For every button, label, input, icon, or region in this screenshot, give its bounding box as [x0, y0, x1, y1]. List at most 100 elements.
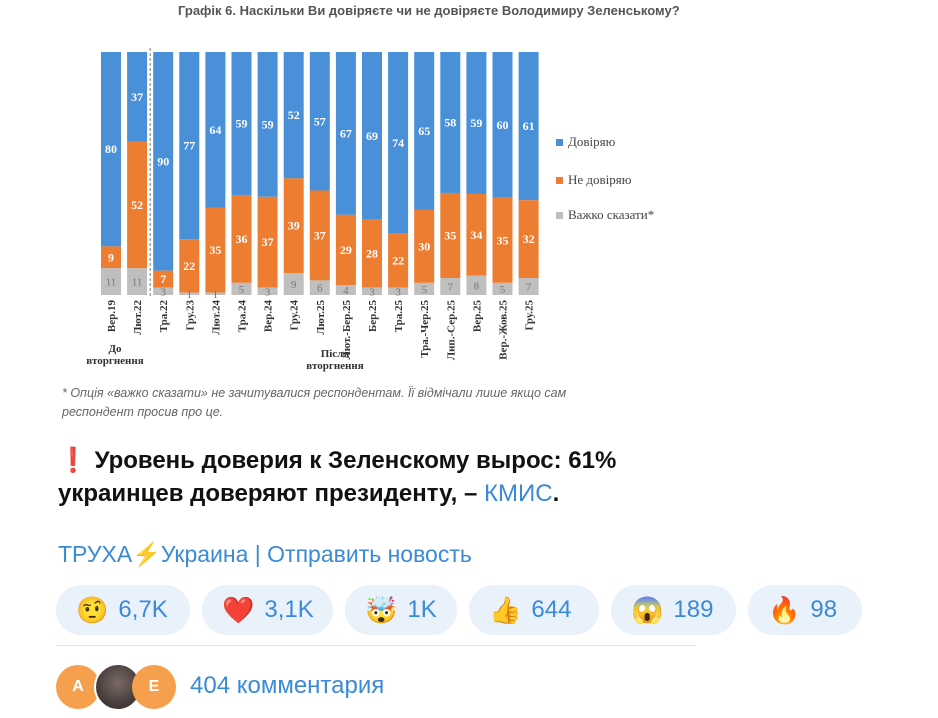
bar-segment [335, 285, 356, 295]
data-label: 3 [369, 286, 375, 298]
bar-segment [153, 270, 174, 288]
data-label: 59 [470, 116, 482, 130]
commenter-avatars[interactable]: А Е [56, 663, 176, 711]
lightning-icon: ⚡ [132, 541, 161, 567]
data-label: 61 [523, 119, 535, 133]
bar-segment [153, 287, 174, 295]
category-label: Лют.25 [315, 300, 327, 335]
chart-footnote: * Опція «важко сказати» не зачитувалися … [62, 384, 692, 422]
bar-segment [231, 52, 252, 196]
data-label: 80 [105, 142, 117, 156]
period: . [552, 480, 560, 507]
mind-blown-icon: 🤯 [365, 594, 398, 625]
reaction-heart[interactable]: ❤️ 3,1K [202, 585, 333, 635]
data-label: 7 [448, 281, 454, 293]
thumbs-up-icon: 👍 [489, 594, 522, 625]
data-label: 37 [262, 235, 274, 249]
legend-trust: Довіряю [556, 134, 615, 150]
reaction-count: 6,7K [118, 596, 168, 623]
bar-segment [127, 52, 148, 142]
source-link[interactable]: КМИС [484, 480, 553, 507]
bar-segment [518, 200, 539, 278]
data-label: 77 [183, 139, 195, 153]
bar-segment [205, 207, 226, 293]
category-label: Бер.25 [367, 300, 379, 333]
data-label: 4 [343, 285, 349, 297]
reaction-count: 189 [673, 596, 714, 623]
bar-segment [179, 52, 200, 240]
bar-segment [492, 52, 513, 198]
reaction-thumbs-up[interactable]: 👍 644 [469, 585, 599, 635]
chart-image[interactable]: Графік 6. Наскільки Ви довіряєте чи не д… [58, 0, 698, 428]
category-label: Вер.24 [263, 300, 275, 333]
footnote-line: * Опція «важко сказати» не зачитувалися … [62, 386, 567, 400]
category-label: Тра.25 [393, 300, 405, 333]
comments-link[interactable]: 404 комментария [190, 672, 385, 699]
send-news-link[interactable]: Отправить новость [267, 541, 472, 567]
bar-segment [179, 292, 200, 295]
reaction-count: 644 [531, 596, 572, 623]
data-label: 5 [239, 284, 245, 296]
bar-segment [362, 287, 382, 295]
category-label: Вер.19 [106, 300, 118, 333]
bar-segment [388, 52, 409, 234]
bar-segment [518, 277, 539, 295]
bar-segment [414, 282, 435, 295]
bar-segment [414, 209, 435, 283]
data-label: 36 [236, 232, 248, 246]
category-label: Вер.-Жов.25 [498, 300, 510, 360]
category-label: Лют.22 [132, 300, 144, 335]
category-label: Лют.-Бер.25 [341, 300, 353, 360]
group-label: вторгнення [306, 360, 363, 372]
group-label: Після [321, 348, 350, 360]
channel-link[interactable]: ТРУХА [58, 541, 133, 567]
category-label: Гру.23 [184, 300, 196, 331]
legend-distrust: Не довіряю [556, 172, 631, 188]
category-label: Тра.22 [158, 300, 170, 333]
bar-segment [283, 52, 304, 179]
data-label: 5 [500, 284, 506, 296]
data-label: 52 [288, 108, 300, 122]
bar-segment [518, 52, 539, 201]
avatar: Е [132, 665, 176, 709]
category-label: Лют.24 [210, 300, 222, 335]
reaction-mind-blown[interactable]: 🤯 1K [345, 585, 457, 635]
bar-segment [205, 292, 226, 295]
data-label: 3 [395, 286, 401, 298]
data-label: 35 [209, 243, 221, 257]
group-label: До [108, 343, 122, 355]
data-label: 11 [132, 277, 143, 289]
channel-signature: ТРУХА⚡Украина | Отправить новость [58, 541, 472, 568]
data-label: 65 [418, 124, 430, 138]
data-label: 52 [131, 198, 143, 212]
message-line: украинцев доверяют президенту, – [58, 480, 478, 507]
data-label: 9 [291, 279, 297, 291]
reaction-fire[interactable]: 🔥 98 [748, 585, 862, 635]
exclamation-icon: ❗ [58, 447, 88, 474]
data-label: 3 [265, 286, 271, 298]
reaction-raised-eyebrow[interactable]: 🤨 6,7K [56, 585, 190, 635]
raised-eyebrow-icon: 🤨 [76, 594, 109, 625]
bar-segment [335, 52, 356, 215]
reaction-count: 1K [407, 596, 437, 623]
bar-segment [257, 196, 278, 288]
data-label: 64 [209, 123, 221, 137]
bar-segment [466, 52, 487, 194]
data-label: 7 [160, 272, 166, 286]
data-label: 6 [317, 283, 323, 295]
legend-label: Не довіряю [568, 172, 632, 187]
data-label: 1 [213, 289, 219, 301]
legend-label: Довіряю [568, 134, 616, 149]
bar-segment [205, 52, 226, 208]
category-label: Гру.24 [289, 300, 301, 331]
bar-segment [257, 52, 278, 197]
data-label: 57 [314, 114, 326, 128]
bar-segment [388, 233, 409, 288]
data-label: 32 [523, 232, 535, 246]
bar-segment [101, 52, 121, 247]
legend-hard-to-say: Важко сказати* [556, 207, 654, 223]
scream-icon: 😱 [631, 594, 664, 625]
reaction-scream[interactable]: 😱 189 [611, 585, 736, 635]
region-link[interactable]: Украина [160, 541, 249, 567]
bar-segment [492, 197, 513, 283]
